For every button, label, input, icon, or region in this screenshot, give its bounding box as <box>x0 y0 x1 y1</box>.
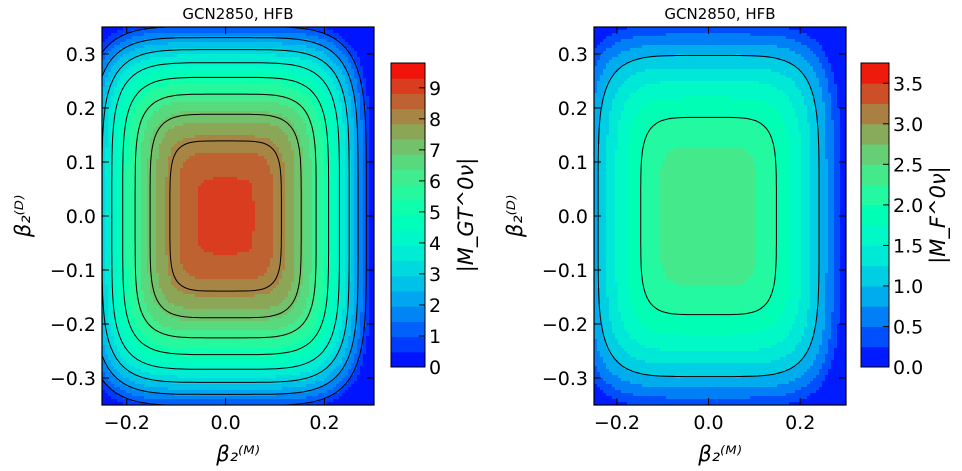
colorbar-label: |M_GT^0ν| <box>454 158 479 273</box>
colorbar-band <box>861 245 889 267</box>
colorbar-band <box>391 336 425 353</box>
y-tick-label: 0.0 <box>558 206 588 228</box>
colorbar-tick-label: 2 <box>429 295 441 317</box>
x-tick-label: 0.2 <box>309 412 339 434</box>
x-tick-label: 0.0 <box>693 412 723 434</box>
y-axis-label: β₂⁽ᴰ⁾ <box>11 195 35 238</box>
colorbar-tick-label: 9 <box>429 78 441 100</box>
x-axis-label: β₂⁽ᴹ⁾ <box>697 442 742 466</box>
colorbar-tick-label: 3 <box>429 264 441 286</box>
colorbar: 0 1 2 3 4 5 6 7 8 9 |M_GT^0ν| <box>390 62 479 379</box>
chart-panel-1: GCN2850, HFB −0.2 0.0 0.2 0.3 0.2 0.1 0.0 −0.1 −0… <box>11 5 479 466</box>
colorbar-tick-label: 5 <box>429 202 441 224</box>
y-tick-label: −0.3 <box>50 368 96 390</box>
colorbar-tick-label: 2.0 <box>893 195 923 217</box>
contour-line <box>102 27 367 405</box>
colorbar-band <box>861 103 889 125</box>
colorbar-tick-label: 3.5 <box>893 73 923 95</box>
colorbar-tick-label: 8 <box>429 109 441 131</box>
colorbar-tick-label: 0.0 <box>893 357 923 379</box>
colorbar-band <box>861 326 889 348</box>
y-tick-label: −0.3 <box>542 368 588 390</box>
y-tick-label: 0.3 <box>66 44 96 66</box>
colorbar-band <box>391 275 425 292</box>
x-tick-label: 0.0 <box>211 412 241 434</box>
colorbar-band <box>861 164 889 186</box>
colorbar-band <box>391 199 425 216</box>
colorbar-band <box>391 306 425 322</box>
colorbar-band <box>391 93 425 110</box>
y-tick-label: 0.1 <box>558 152 588 174</box>
x-tick-label: −0.2 <box>104 412 150 434</box>
chart-title: GCN2850, HFB <box>182 5 293 23</box>
y-tick-label: 0.0 <box>66 206 96 228</box>
y-tick-label: −0.2 <box>50 314 96 336</box>
colorbar-tick-label: 6 <box>429 171 441 193</box>
colorbar-band <box>861 204 889 226</box>
y-tick-label: −0.1 <box>50 260 96 282</box>
colorbar-band <box>391 260 425 277</box>
x-tick-label: −0.2 <box>594 412 640 434</box>
contour-line <box>169 140 282 292</box>
y-tick-label: 0.1 <box>66 152 96 174</box>
y-tick-label: 0.2 <box>558 98 588 120</box>
colorbar-tick-label: 4 <box>429 233 441 255</box>
contour-line <box>149 113 302 319</box>
contour-line <box>640 116 777 316</box>
filled-contour <box>102 27 374 405</box>
colorbar-band <box>391 321 425 338</box>
contour-line <box>134 93 317 339</box>
colorbar-tick-label: 1.5 <box>893 235 923 257</box>
colorbar-tick-label: 1.0 <box>893 276 923 298</box>
colorbar-band <box>391 154 425 170</box>
colorbar-tick-label: 2.5 <box>893 154 923 176</box>
colorbar-frame <box>390 62 426 368</box>
colorbar-band <box>391 78 425 94</box>
colorbar-tick-label: 7 <box>429 140 441 162</box>
colorbar-band <box>861 225 889 246</box>
colorbar-band <box>391 169 425 186</box>
y-tick-label: 0.2 <box>66 98 96 120</box>
colorbar-band <box>391 245 425 262</box>
colorbar-band <box>861 63 889 84</box>
colorbar-tick-label: 1 <box>429 326 441 348</box>
y-tick-label: −0.1 <box>542 260 588 282</box>
colorbar-band <box>391 351 425 368</box>
colorbar-band <box>861 346 889 368</box>
colorbar-band <box>391 230 425 246</box>
colorbar-band <box>861 123 889 145</box>
x-axis-label: β₂⁽ᴹ⁾ <box>215 442 260 466</box>
contour-line <box>111 62 340 370</box>
colorbar: 0.0 0.5 1.0 1.5 2.0 2.5 3.0 3.5 |M_F^0ν| <box>860 62 951 379</box>
y-axis-label: β₂⁽ᴰ⁾ <box>503 195 527 238</box>
chart-title: GCN2850, HFB <box>664 5 775 23</box>
colorbar-band <box>861 184 889 206</box>
y-tick-label: −0.2 <box>542 314 588 336</box>
x-tick-label: 0.2 <box>785 412 815 434</box>
colorbar-label: |M_F^0ν| <box>926 166 951 264</box>
colorbar-band <box>861 265 889 287</box>
y-tick-label: 0.3 <box>558 44 588 66</box>
colorbar-tick-label: 3.0 <box>893 114 923 136</box>
colorbar-frame <box>860 62 890 368</box>
filled-contour <box>594 27 846 405</box>
colorbar-band <box>861 83 889 105</box>
colorbar-tick-label: 0.5 <box>893 316 923 338</box>
colorbar-band <box>391 63 425 79</box>
colorbar-band <box>391 184 425 201</box>
colorbar-band <box>391 215 425 231</box>
contour-line <box>122 76 330 356</box>
colorbar-band <box>391 291 425 307</box>
colorbar-tick-label: 0 <box>429 357 441 379</box>
colorbar-band <box>391 139 425 155</box>
chart-panel-2: GCN2850, HFB −0.2 0.0 0.2 0.3 0.2 0.1 0.0 −0.1 −0… <box>503 5 951 466</box>
colorbar-band <box>391 123 425 140</box>
contour-line <box>102 37 359 395</box>
colorbar-band <box>861 285 889 307</box>
colorbar-band <box>861 306 889 327</box>
colorbar-band <box>861 144 889 165</box>
colorbar-band <box>391 108 425 125</box>
